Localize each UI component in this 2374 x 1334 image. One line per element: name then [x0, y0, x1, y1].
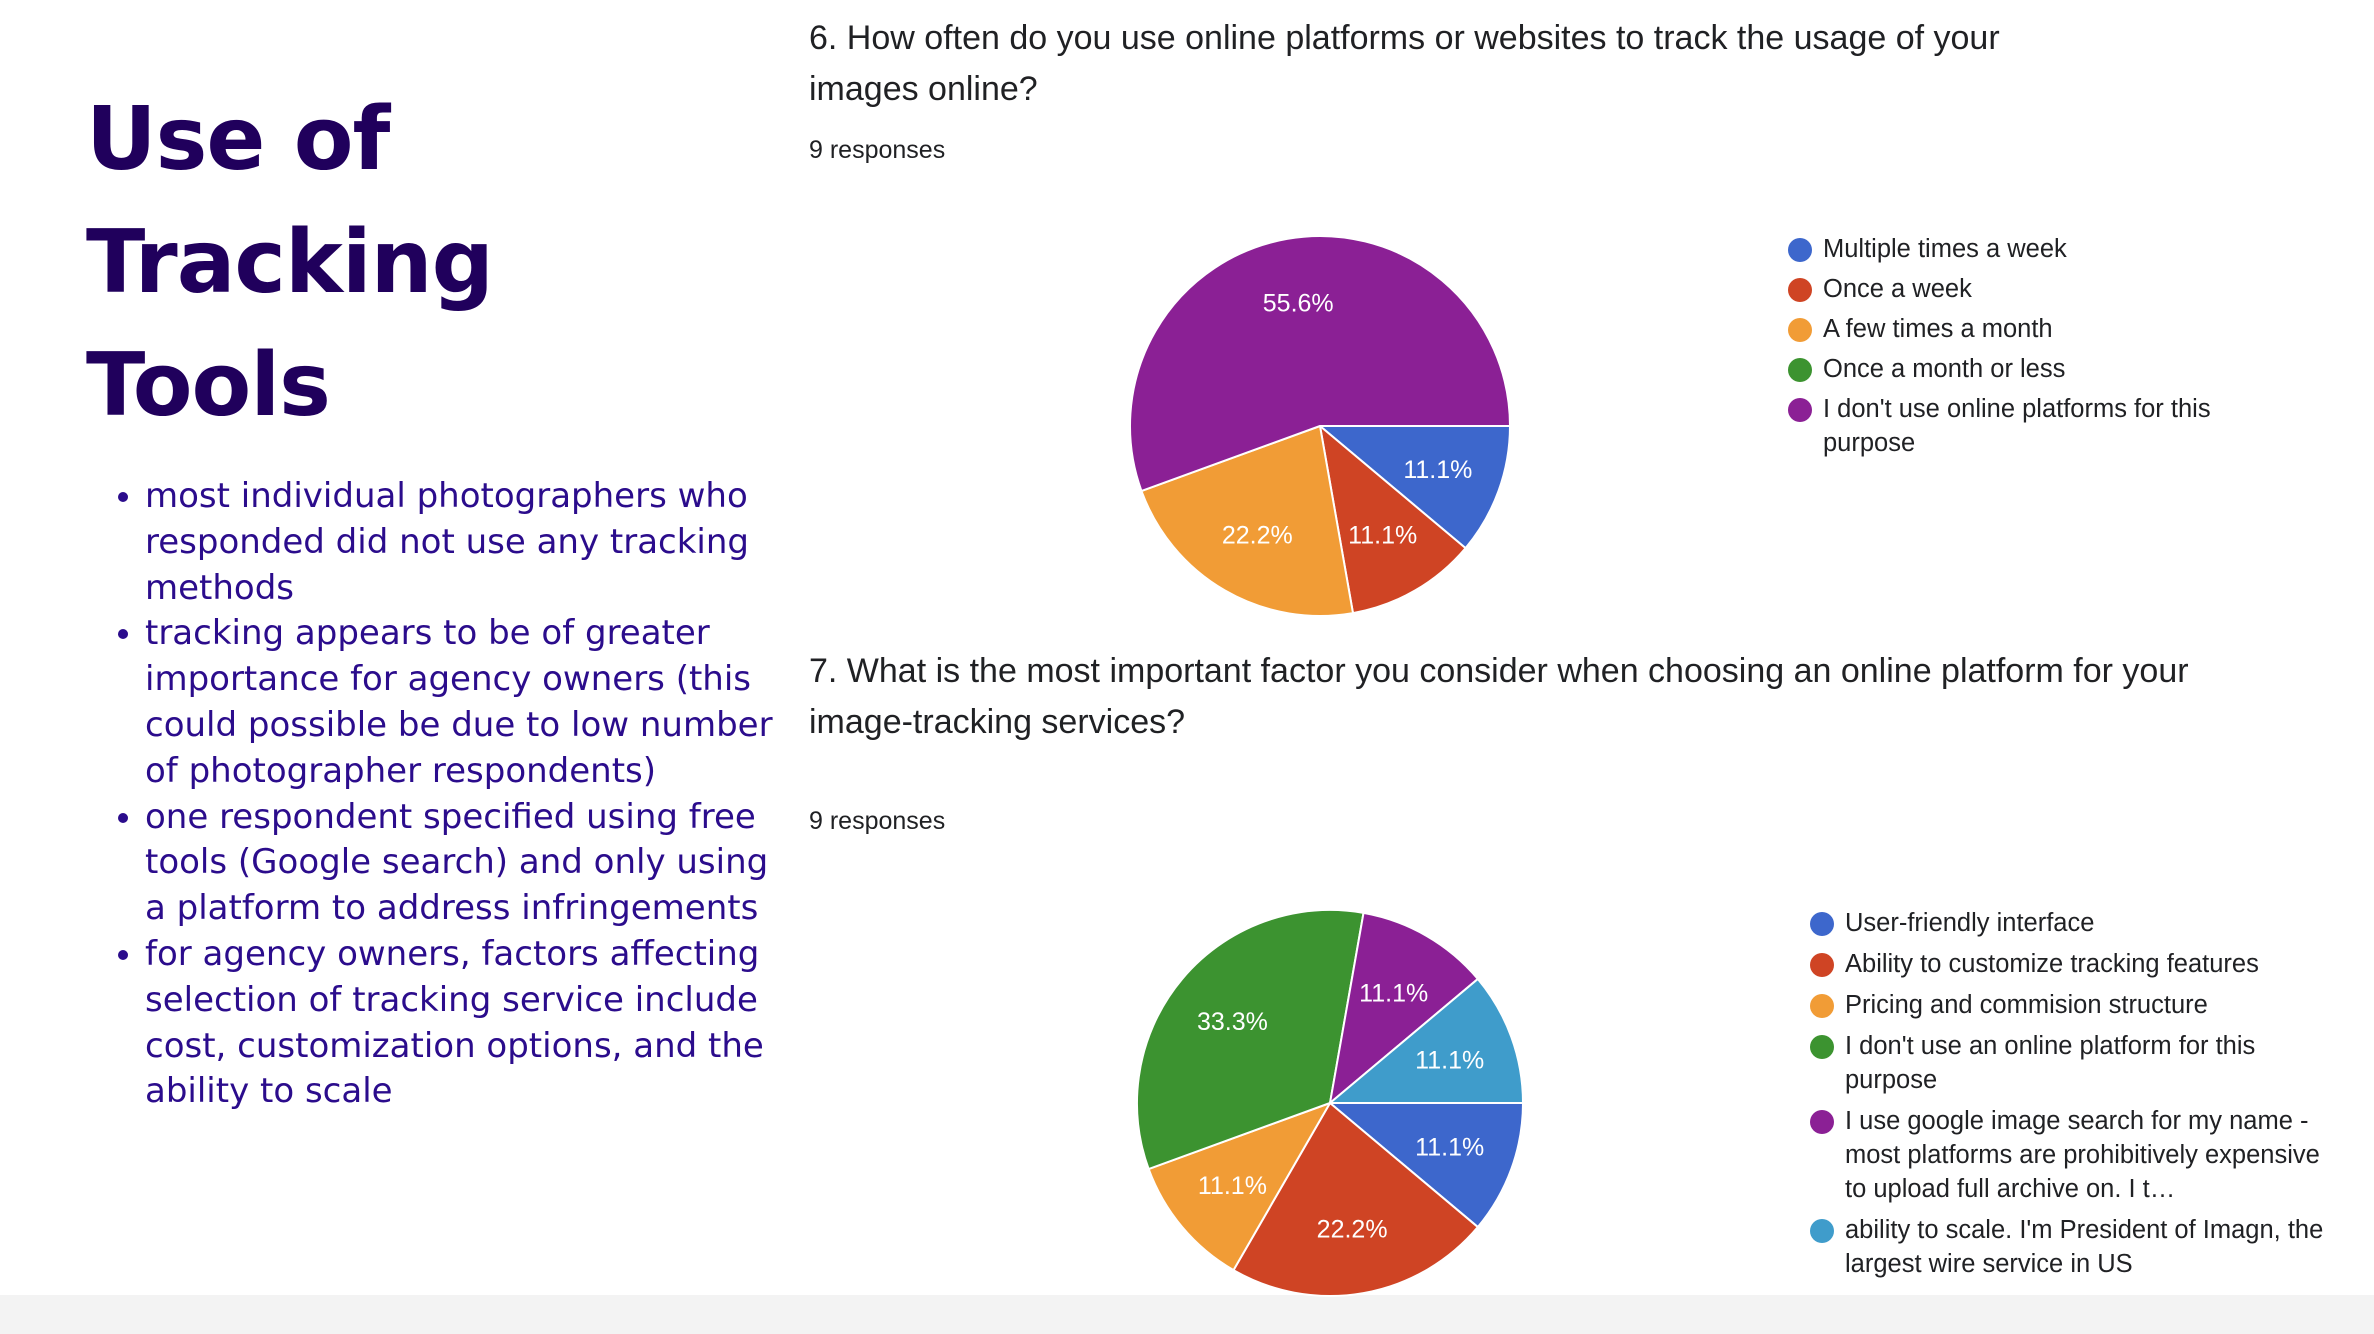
pie-data-label: 11.1%: [1198, 1172, 1267, 1200]
chart-6-responses: 9 responses: [809, 136, 946, 164]
legend-item: ability to scale. I'm President of Imagn…: [1810, 1213, 2330, 1281]
legend-label: Once a month or less: [1823, 355, 2066, 383]
pie-slice: [1147, 1101, 1333, 1272]
pie-data-label: 22.2%: [1317, 1215, 1388, 1243]
legend-item: User-friendly interface: [1810, 906, 2330, 940]
pie-data-label: 11.1%: [1359, 980, 1428, 1008]
legend-swatch: [1788, 278, 1812, 302]
title-line: Tools: [86, 334, 331, 436]
chart-7-responses: 9 responses: [809, 807, 946, 835]
legend-label: ability to scale. I'm President of Imagn…: [1845, 1216, 2324, 1278]
legend-swatch: [1788, 318, 1812, 342]
pie-data-label: 22.2%: [1222, 522, 1293, 550]
chart-6-question: 6. How often do you use online platforms…: [809, 19, 2000, 108]
legend-item: Once a month or less: [1788, 352, 2258, 386]
chart-7-pie: 11.1% 22.2% 11.1% 33.3% 11.1% 11.1%: [1136, 909, 1525, 1297]
legend-swatch: [1810, 953, 1834, 977]
legend-item: Multiple times a week: [1788, 232, 2258, 266]
legend-item: Pricing and commision structure: [1810, 988, 2330, 1022]
pie-data-label: 33.3%: [1197, 1008, 1268, 1036]
legend-label: I use google image search for my name - …: [1845, 1107, 2320, 1203]
legend-item: A few times a month: [1788, 312, 2258, 346]
chart-6-pie: 11.1% 11.1% 22.2% 55.6%: [1129, 235, 1512, 617]
legend-label: User-friendly interface: [1845, 909, 2095, 937]
legend-swatch: [1810, 912, 1834, 936]
pie-data-label: 55.6%: [1263, 290, 1334, 318]
pie-slice: [1232, 1101, 1480, 1297]
pie-slice: [1327, 1102, 1525, 1229]
legend-label: I don't use an online platform for this …: [1845, 1032, 2256, 1094]
pie-slice: [1140, 424, 1355, 617]
bullet-item: one respondent specified using free tool…: [145, 795, 785, 932]
legend-item: Once a week: [1788, 272, 2258, 306]
pie-data-label: 11.1%: [1348, 522, 1417, 550]
pie-data-label: 11.1%: [1415, 1046, 1484, 1074]
legend-swatch: [1788, 358, 1812, 382]
pie-slice: [1317, 425, 1512, 550]
pie-slice: [1318, 423, 1467, 615]
pie-data-label: 11.1%: [1403, 456, 1472, 484]
legend-swatch: [1810, 994, 1834, 1018]
chart-7-legend: User-friendly interface Ability to custo…: [1810, 906, 2330, 1288]
legend-item: I don't use online platforms for this pu…: [1788, 392, 2258, 460]
chart-7-question: 7. What is the most important factor you…: [809, 652, 2189, 741]
chart-6-legend: Multiple times a week Once a week A few …: [1788, 232, 2258, 466]
legend-label: Ability to customize tracking features: [1845, 950, 2259, 978]
legend-swatch: [1810, 1219, 1834, 1243]
legend-label: A few times a month: [1823, 315, 2053, 343]
title-line: Use of: [86, 88, 390, 190]
legend-swatch: [1788, 398, 1812, 422]
legend-label: Multiple times a week: [1823, 235, 2067, 263]
bullet-item: most individual photographers who respon…: [145, 474, 785, 611]
legend-item: I use google image search for my name - …: [1810, 1104, 2330, 1206]
pie-slice: [1327, 977, 1525, 1104]
legend-swatch: [1810, 1110, 1834, 1134]
slide-title: Use of Tracking Tools: [86, 78, 494, 447]
pie-slice: [1129, 235, 1512, 493]
legend-swatch: [1810, 1035, 1834, 1059]
title-line: Tracking: [86, 211, 494, 313]
legend-label: Pricing and commision structure: [1845, 991, 2208, 1019]
legend-item: Ability to customize tracking features: [1810, 947, 2330, 981]
pie-data-label: 11.1%: [1415, 1134, 1484, 1162]
legend-item: I don't use an online platform for this …: [1810, 1029, 2330, 1097]
pie-slice: [1136, 909, 1365, 1171]
bullet-item: tracking appears to be of greater import…: [145, 611, 785, 794]
bullet-item: for agency owners, factors affecting sel…: [145, 932, 785, 1115]
legend-swatch: [1788, 238, 1812, 262]
legend-label: I don't use online platforms for this pu…: [1823, 395, 2211, 457]
bottom-band: [0, 1295, 2374, 1334]
legend-label: Once a week: [1823, 275, 1972, 303]
bullet-list: most individual photographers who respon…: [92, 474, 785, 1115]
pie-slice: [1328, 911, 1480, 1106]
